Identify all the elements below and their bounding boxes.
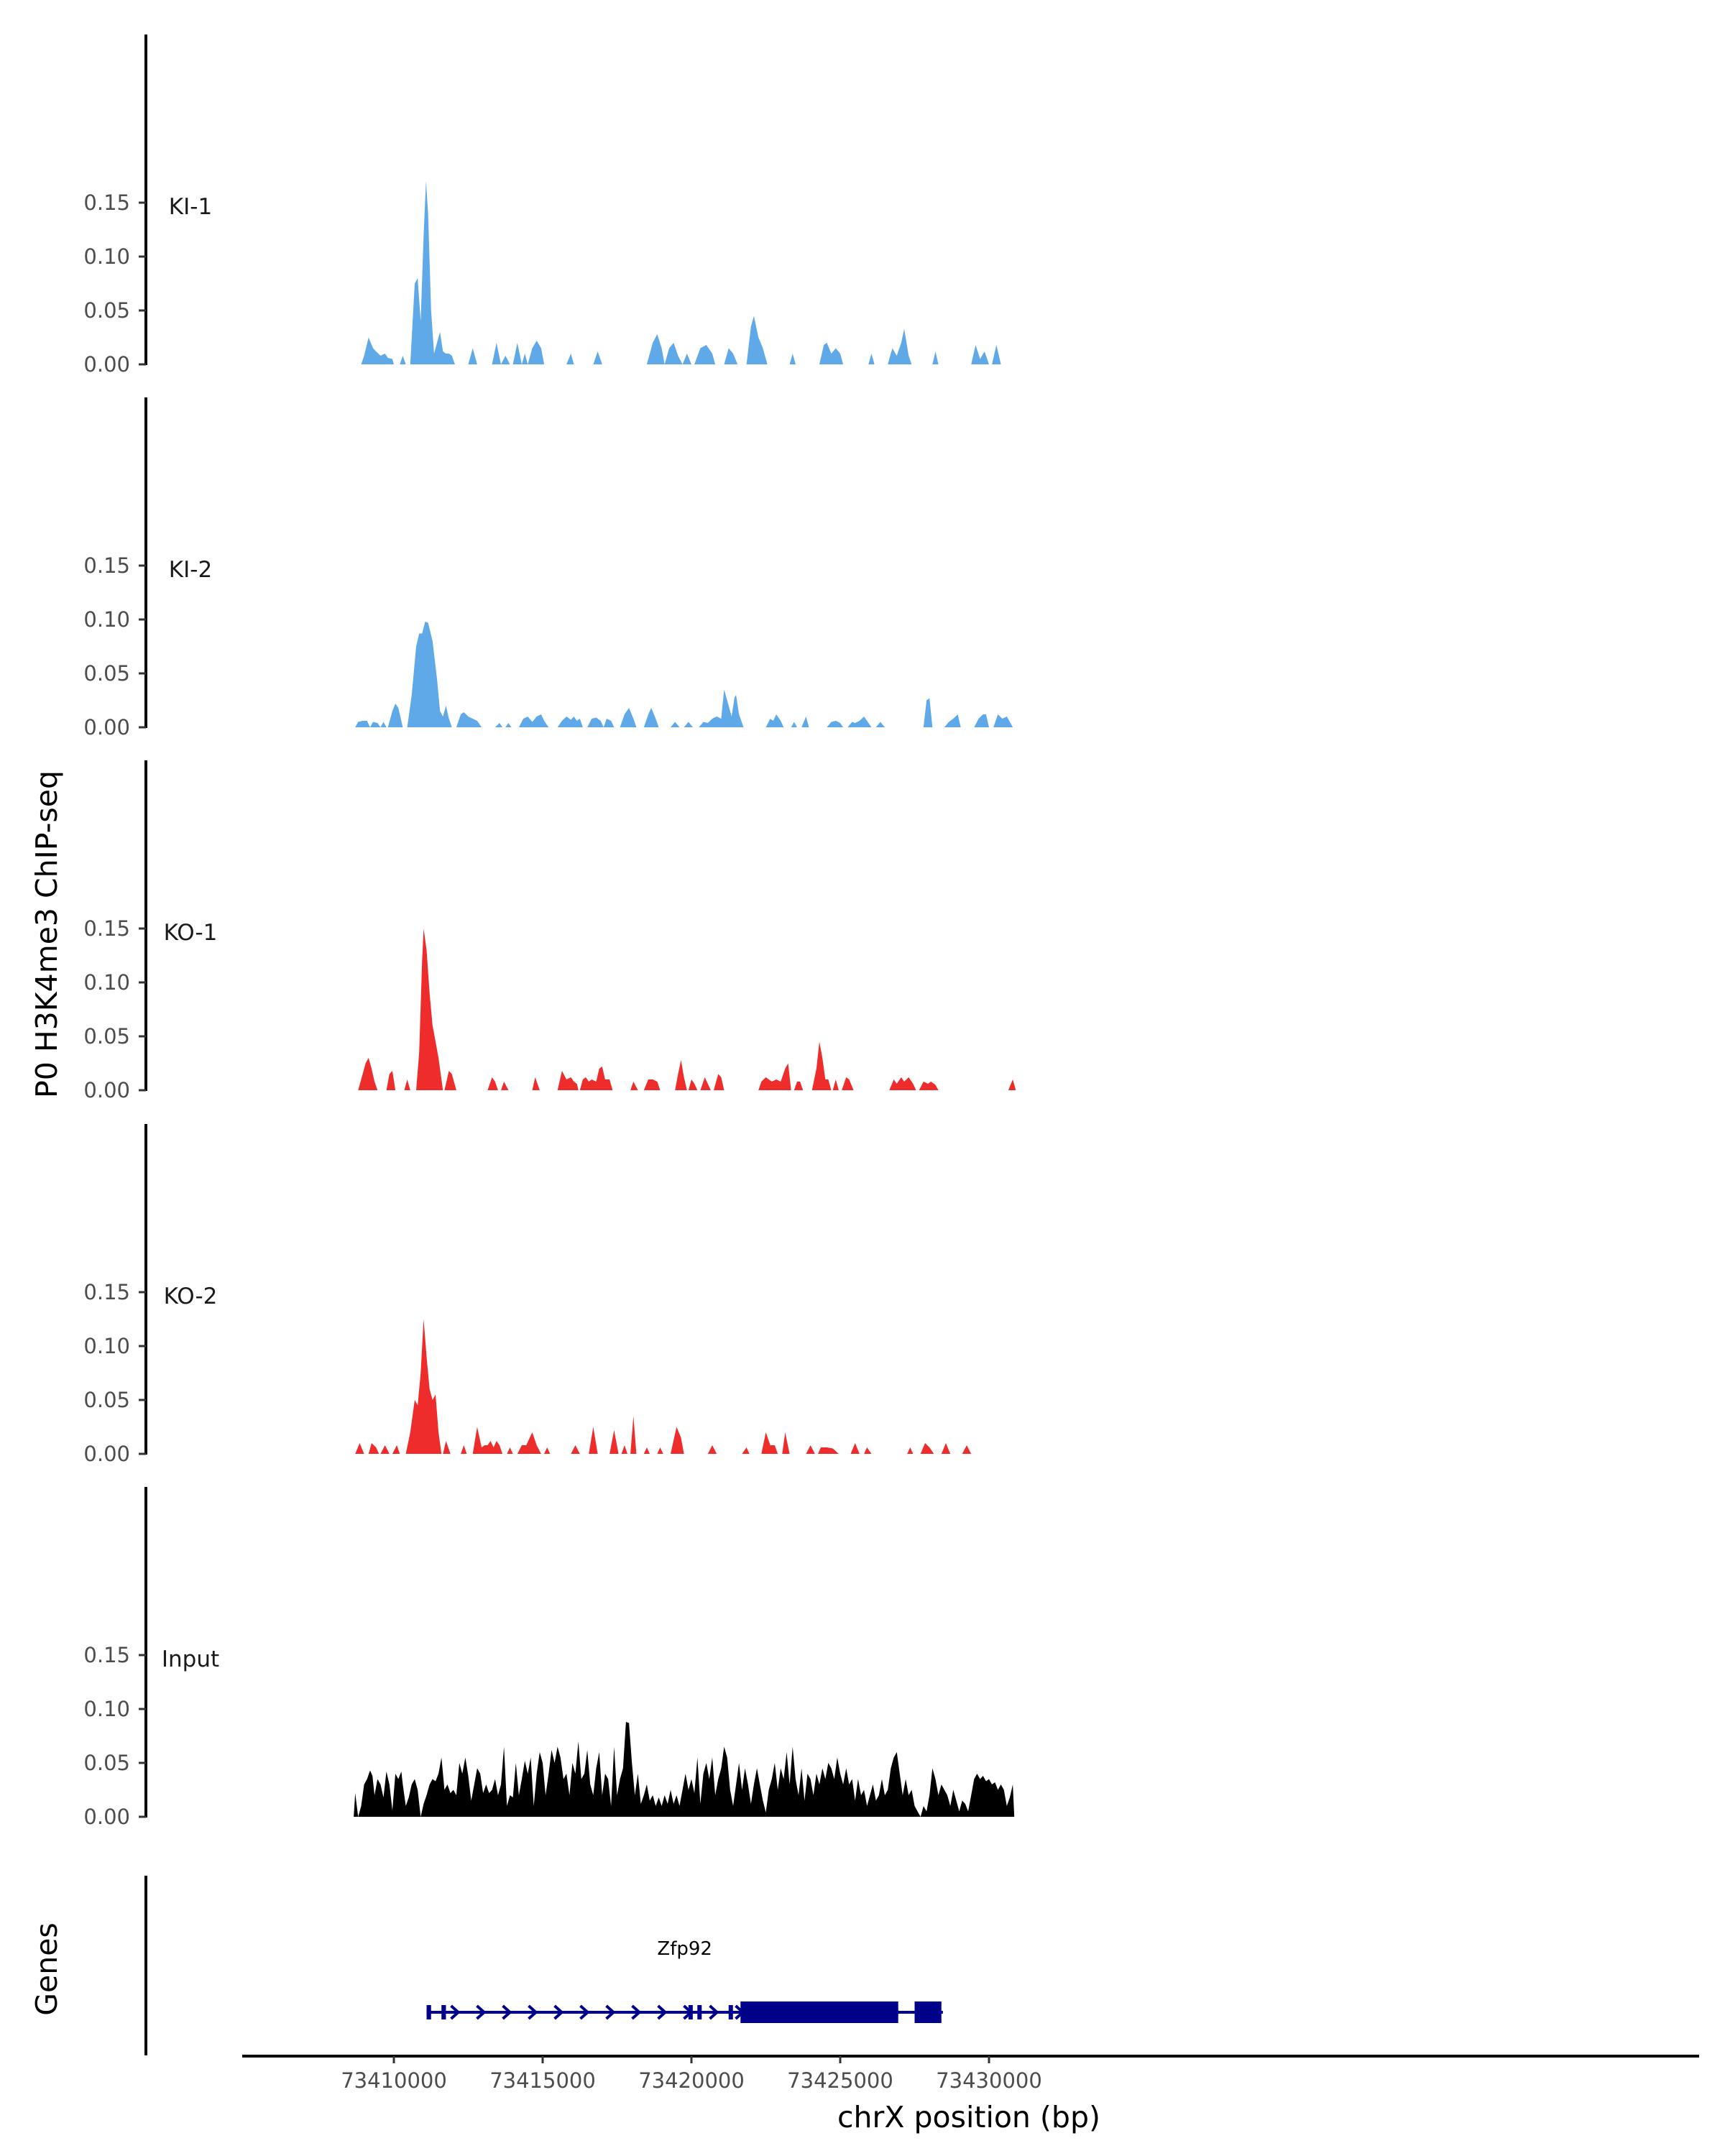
gene-exon [426, 2005, 431, 2019]
gene-panel: Zfp92 [144, 1876, 943, 2055]
genes-axis-title: Genes [29, 1922, 64, 2016]
y-tick-label: 0.15 [83, 1280, 130, 1304]
track-label-ki-1: KI-1 [169, 194, 212, 220]
track-panel-ko-2: 0.00 0.05 0.10 0.15 KO-2 [83, 1124, 972, 1466]
y-tick-label: 0.15 [83, 1643, 130, 1667]
x-tick-label: 73410000 [341, 2068, 447, 2093]
strand-arrow [476, 2004, 487, 2020]
y-tick-label: 0.00 [83, 1078, 130, 1102]
strand-arrow [657, 2004, 668, 2020]
y-tick-label: 0.10 [83, 1697, 130, 1721]
strand-arrow [553, 2004, 564, 2020]
track-panel-ki-1: 0.00 0.05 0.10 0.15 KI-1 [83, 34, 1001, 377]
y-tick-label: 0.05 [83, 1024, 130, 1049]
x-tick-label: 73415000 [489, 2068, 596, 2093]
strand-arrow [579, 2004, 590, 2020]
strand-arrow [528, 2004, 538, 2020]
gene-exon [441, 2005, 446, 2019]
strand-arrow [450, 2004, 461, 2020]
gene-exon [697, 2005, 702, 2019]
y-tick-label: 0.00 [83, 1805, 130, 1829]
signal-area-ko-2 [355, 1319, 972, 1454]
track-panel-input: 0.00 0.05 0.10 0.15 Input [83, 1487, 1015, 1829]
track-panels: 0.00 0.05 0.10 0.15 KI-1 0.00 0.05 0.10 0.15 KI-2… [83, 34, 1016, 1829]
track-panel-ki-2: 0.00 0.05 0.10 0.15 KI-2 [83, 397, 1013, 740]
strand-arrow [605, 2004, 616, 2020]
y-tick-label: 0.10 [83, 244, 130, 269]
y-tick-label: 0.15 [83, 553, 130, 578]
signal-area-ki-1 [361, 181, 1001, 364]
signal-area-ko-1 [358, 929, 1016, 1090]
x-axis: 73410000 73415000 73420000 73425000 73430000 [242, 2055, 1699, 2093]
x-tick-label: 73420000 [638, 2068, 745, 2093]
y-tick-label: 0.00 [83, 352, 130, 377]
y-tick-label: 0.10 [83, 607, 130, 632]
gene-exon [740, 2001, 898, 2023]
track-panel-ko-1: 0.00 0.05 0.10 0.15 KO-1 [83, 760, 1016, 1102]
signal-area-input [354, 1722, 1015, 1817]
gene-exon [728, 2005, 733, 2019]
gene-exon [914, 2001, 942, 2023]
y-tick-label: 0.00 [83, 715, 130, 740]
y-tick-label: 0.00 [83, 1442, 130, 1466]
y-tick-label: 0.15 [83, 916, 130, 941]
y-tick-label: 0.05 [83, 1388, 130, 1412]
strand-arrow [709, 2004, 719, 2020]
y-axis-title: P0 H3K4me3 ChIP-seq [29, 770, 64, 1098]
track-label-input: Input [162, 1646, 219, 1672]
x-axis-title: chrX position (bp) [837, 2100, 1100, 2134]
track-label-ki-2: KI-2 [169, 557, 212, 583]
track-label-ko-1: KO-1 [164, 920, 218, 946]
gene-name-label: Zfp92 [657, 1938, 712, 1960]
y-tick-label: 0.15 [83, 190, 130, 215]
y-tick-label: 0.05 [83, 298, 130, 323]
track-label-ko-2: KO-2 [164, 1284, 218, 1309]
x-tick-label: 73425000 [787, 2068, 893, 2093]
y-tick-label: 0.05 [83, 1751, 130, 1775]
y-tick-label: 0.05 [83, 661, 130, 686]
x-tick-label: 73430000 [936, 2068, 1042, 2093]
strand-arrow [502, 2004, 512, 2020]
y-tick-label: 0.10 [83, 970, 130, 995]
y-tick-label: 0.10 [83, 1334, 130, 1358]
signal-area-ki-2 [355, 622, 1013, 727]
strand-arrow [631, 2004, 642, 2020]
gene-exon [688, 2005, 693, 2019]
